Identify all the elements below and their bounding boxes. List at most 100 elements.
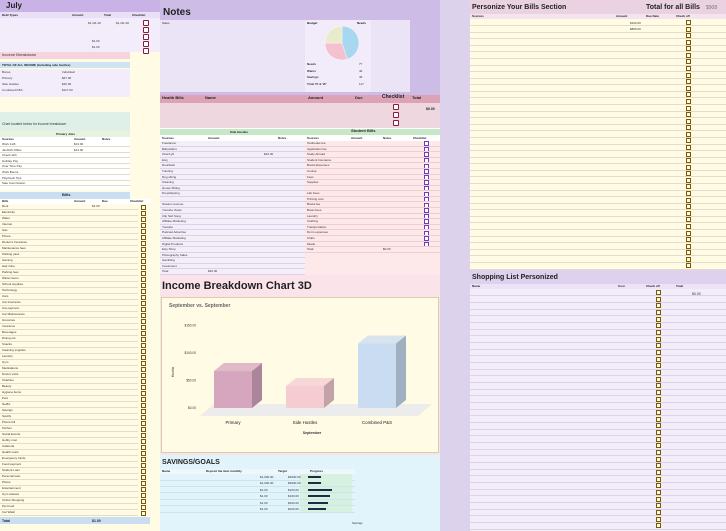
personalize-checkbox[interactable] bbox=[686, 230, 691, 236]
personalize-checkbox[interactable] bbox=[686, 66, 691, 72]
personalize-checkbox[interactable] bbox=[686, 145, 691, 150]
bill-checkbox[interactable] bbox=[141, 372, 146, 378]
bill-checkbox[interactable] bbox=[141, 282, 146, 288]
personalize-checkbox[interactable] bbox=[686, 158, 691, 164]
shopping-checkbox[interactable] bbox=[656, 436, 661, 442]
debt-checkbox[interactable] bbox=[143, 27, 149, 33]
personalize-checkbox[interactable] bbox=[686, 52, 691, 58]
personalize-checkbox[interactable] bbox=[686, 92, 691, 98]
shopping-checkbox[interactable] bbox=[656, 350, 661, 355]
bill-checkbox[interactable] bbox=[141, 420, 146, 426]
bill-checkbox[interactable] bbox=[141, 336, 146, 342]
personalize-checkbox[interactable] bbox=[686, 85, 691, 91]
bill-checkbox[interactable] bbox=[141, 384, 146, 390]
bill-checkbox[interactable] bbox=[141, 288, 146, 294]
bill-checkbox[interactable] bbox=[141, 222, 146, 228]
bill-checkbox[interactable] bbox=[141, 450, 146, 456]
shopping-checkbox[interactable] bbox=[656, 376, 661, 382]
bill-checkbox[interactable] bbox=[141, 210, 146, 216]
shopping-checkbox[interactable] bbox=[656, 390, 661, 395]
shopping-checkbox[interactable] bbox=[656, 450, 661, 455]
bill-checkbox[interactable] bbox=[141, 402, 146, 408]
bill-checkbox[interactable] bbox=[141, 366, 146, 372]
shopping-checkbox[interactable] bbox=[656, 310, 661, 315]
shopping-checkbox[interactable] bbox=[656, 370, 661, 375]
bill-checkbox[interactable] bbox=[141, 492, 146, 498]
bill-checkbox[interactable] bbox=[141, 318, 146, 324]
bill-checkbox[interactable] bbox=[141, 390, 146, 396]
bill-checkbox[interactable] bbox=[141, 204, 146, 210]
notes-area[interactable]: Sales bbox=[160, 20, 410, 92]
shopping-checkbox[interactable] bbox=[656, 470, 661, 475]
personalize-checkbox[interactable] bbox=[686, 263, 691, 269]
personalize-checkbox[interactable] bbox=[686, 98, 691, 104]
personalize-checkbox[interactable] bbox=[686, 26, 691, 32]
shopping-checkbox[interactable] bbox=[656, 323, 661, 329]
bill-checkbox[interactable] bbox=[141, 480, 146, 486]
personalize-checkbox[interactable] bbox=[686, 39, 691, 45]
shopping-checkbox[interactable] bbox=[656, 290, 661, 295]
personalize-checkbox[interactable] bbox=[686, 131, 691, 137]
shopping-checkbox[interactable] bbox=[656, 416, 661, 422]
personalize-checkbox[interactable] bbox=[686, 177, 691, 183]
personalize-checkbox[interactable] bbox=[686, 118, 691, 124]
shopping-checkbox[interactable] bbox=[656, 410, 661, 415]
bill-checkbox[interactable] bbox=[141, 276, 146, 282]
bill-checkbox[interactable] bbox=[141, 264, 146, 270]
personalize-checkbox[interactable] bbox=[686, 138, 691, 144]
bill-checkbox[interactable] bbox=[141, 324, 146, 330]
personalize-checkbox[interactable] bbox=[686, 237, 691, 243]
bill-checkbox[interactable] bbox=[141, 228, 146, 234]
bill-checkbox[interactable] bbox=[141, 360, 146, 366]
shopping-checkbox[interactable] bbox=[656, 423, 661, 429]
bill-checkbox[interactable] bbox=[141, 300, 146, 306]
shopping-checkbox[interactable] bbox=[656, 516, 661, 522]
shopping-checkbox[interactable] bbox=[656, 396, 661, 402]
shopping-checkbox[interactable] bbox=[656, 503, 661, 509]
personalize-checkbox[interactable] bbox=[686, 171, 691, 177]
bill-checkbox[interactable] bbox=[141, 342, 146, 348]
shopping-checkbox[interactable] bbox=[656, 510, 661, 515]
personalize-checkbox[interactable] bbox=[686, 217, 691, 223]
personalize-checkbox[interactable] bbox=[686, 105, 691, 111]
shopping-checkbox[interactable] bbox=[656, 496, 661, 502]
bill-checkbox[interactable] bbox=[141, 348, 146, 354]
personalize-checkbox[interactable] bbox=[686, 204, 691, 210]
bill-checkbox[interactable] bbox=[141, 270, 146, 276]
shopping-checkbox[interactable] bbox=[656, 296, 661, 302]
personalize-checkbox[interactable] bbox=[686, 191, 691, 197]
shopping-checkbox[interactable] bbox=[656, 490, 661, 495]
personalize-checkbox[interactable] bbox=[686, 197, 691, 203]
bill-checkbox[interactable] bbox=[141, 504, 146, 510]
shopping-checkbox[interactable] bbox=[656, 330, 661, 335]
shopping-checkbox[interactable] bbox=[656, 463, 661, 469]
debt-checkbox[interactable] bbox=[143, 41, 149, 47]
bill-checkbox[interactable] bbox=[141, 378, 146, 384]
personalize-checkbox[interactable] bbox=[686, 243, 691, 249]
bill-checkbox[interactable] bbox=[141, 294, 146, 300]
bill-checkbox[interactable] bbox=[141, 408, 146, 414]
bill-checkbox[interactable] bbox=[141, 234, 146, 240]
bill-checkbox[interactable] bbox=[141, 354, 146, 360]
bill-checkbox[interactable] bbox=[141, 414, 146, 420]
personalize-checkbox[interactable] bbox=[686, 256, 691, 262]
shopping-checkbox[interactable] bbox=[656, 336, 661, 342]
bill-checkbox[interactable] bbox=[141, 312, 146, 318]
shopping-checkbox[interactable] bbox=[656, 343, 661, 349]
shopping-checkbox[interactable] bbox=[656, 476, 661, 482]
shopping-checkbox[interactable] bbox=[656, 356, 661, 362]
bill-checkbox[interactable] bbox=[141, 468, 146, 474]
bill-checkbox[interactable] bbox=[141, 456, 146, 462]
personalize-checkbox[interactable] bbox=[686, 20, 691, 25]
bill-checkbox[interactable] bbox=[141, 432, 146, 438]
shopping-checkbox[interactable] bbox=[656, 383, 661, 389]
bill-checkbox[interactable] bbox=[141, 474, 146, 480]
shopping-checkbox[interactable] bbox=[656, 523, 661, 529]
personalize-checkbox[interactable] bbox=[686, 223, 691, 229]
bill-checkbox[interactable] bbox=[141, 510, 146, 516]
bill-checkbox[interactable] bbox=[141, 240, 146, 246]
bill-checkbox[interactable] bbox=[141, 426, 146, 432]
personalize-checkbox[interactable] bbox=[686, 46, 691, 52]
debt-checkbox[interactable] bbox=[143, 48, 149, 54]
personalize-checkbox[interactable] bbox=[686, 33, 691, 39]
